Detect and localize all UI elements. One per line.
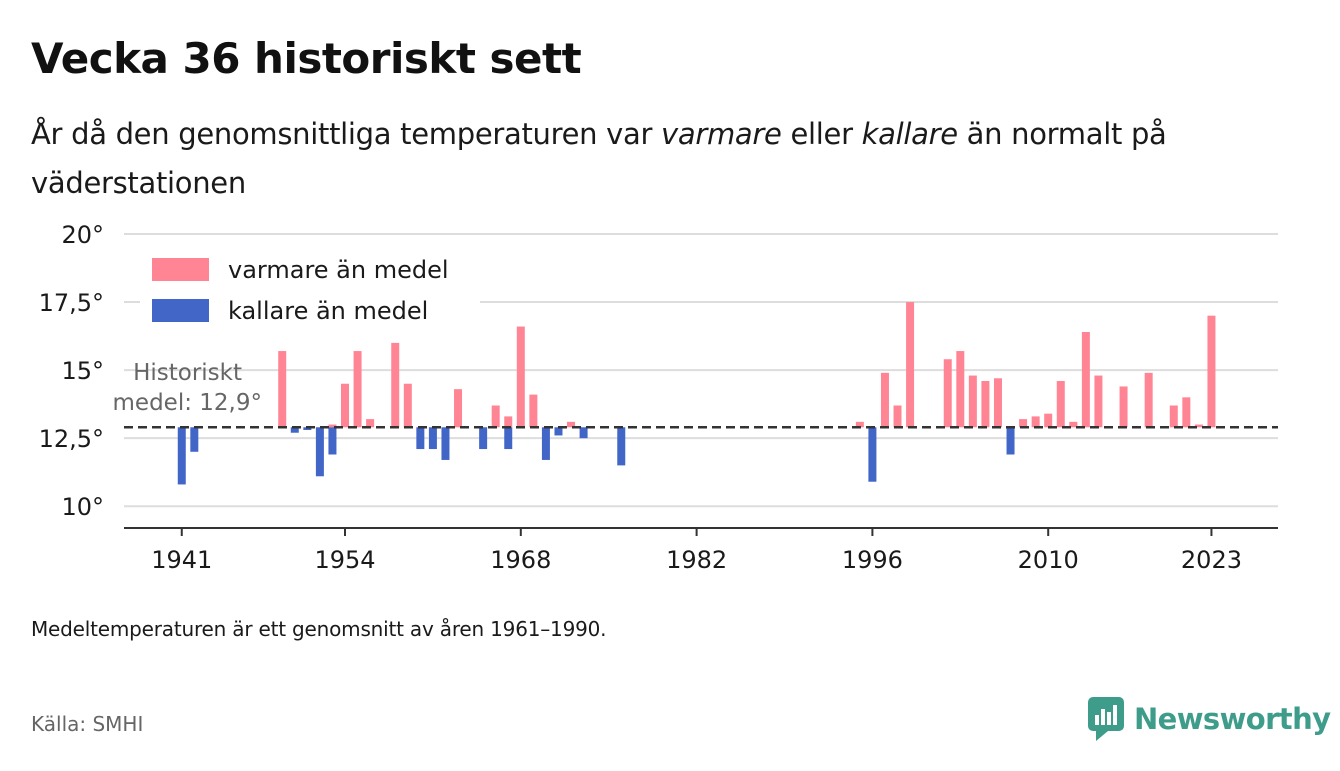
bar-warm — [353, 351, 362, 428]
y-tick-label: 20° — [61, 221, 104, 249]
bar-warm — [1044, 413, 1053, 428]
legend: varmare än medel kallare än medel — [140, 245, 480, 333]
bar-cold — [579, 427, 588, 439]
bar-cold — [554, 427, 563, 436]
bar-warm — [516, 326, 525, 428]
bar-warm — [1056, 381, 1065, 428]
bar-warm — [906, 302, 915, 428]
bar-warm — [391, 342, 400, 428]
bar-cold — [504, 427, 513, 450]
baseline-annotation-line-2: medel: 12,9° — [113, 390, 262, 416]
bar-warm — [956, 351, 965, 428]
bar-warm — [1182, 397, 1191, 428]
bar-cold — [290, 427, 299, 433]
legend-label-warm: varmare än medel — [228, 256, 449, 284]
x-tick-label: 1941 — [151, 546, 212, 574]
bar-warm — [943, 359, 952, 428]
bar-cold — [315, 427, 324, 477]
bar-warm — [278, 351, 287, 428]
bar-warm — [1069, 421, 1078, 428]
brand-name: Newsworthy — [1134, 702, 1331, 736]
bar-cold — [868, 427, 877, 482]
source-credit: Källa: SMHI — [31, 712, 144, 736]
bar-warm — [968, 375, 977, 428]
chart-subtitle: År då den genomsnittliga temperaturen va… — [31, 110, 1301, 208]
legend-swatch-warm — [152, 258, 209, 281]
bar-warm — [1194, 424, 1203, 428]
bar-cold — [541, 427, 550, 460]
bar-cold — [328, 427, 337, 455]
bar-cold — [177, 427, 186, 485]
footnote: Medeltemperaturen är ett genomsnitt av å… — [31, 617, 607, 641]
x-tick-label: 1954 — [314, 546, 375, 574]
bar-warm — [491, 405, 500, 428]
bar-warm — [993, 378, 1002, 428]
bar-warm — [1031, 416, 1040, 428]
bar-warm — [1144, 372, 1153, 428]
bar-warm — [1169, 405, 1178, 428]
x-tick-label: 1968 — [490, 546, 551, 574]
bar-warm — [855, 421, 864, 428]
brand-logo: Newsworthy — [1088, 697, 1331, 741]
bar-warm — [1119, 386, 1128, 428]
baseline-annotation-line-1: Historiskt — [133, 360, 242, 386]
baseline-annotation: Historiskt medel: 12,9° — [113, 360, 262, 416]
bar-warm — [403, 383, 412, 428]
bar-warm — [880, 372, 889, 428]
legend-swatch-cold — [152, 299, 209, 322]
bar-cold — [303, 427, 312, 430]
bar-warm — [366, 419, 375, 428]
y-tick-label: 15° — [61, 357, 104, 385]
bar-warm — [981, 381, 990, 428]
bar-warm — [567, 421, 576, 428]
bar-warm — [454, 389, 463, 428]
bar-cold — [1006, 427, 1015, 455]
bar-warm — [1081, 332, 1090, 428]
bar-warm — [328, 424, 337, 428]
bar-warm — [1207, 315, 1216, 428]
bar-chart: 10° 12,5° 15° 17,5° 20° 1941 1954 1968 1982 1996 2… — [39, 221, 1278, 574]
x-tick-label: 2023 — [1181, 546, 1242, 574]
subtitle-warm: varmare — [661, 117, 782, 151]
bar-warm — [504, 416, 513, 428]
bar-cold — [190, 427, 199, 452]
subtitle-text-2: eller — [781, 117, 862, 151]
x-tick-label: 2010 — [1018, 546, 1079, 574]
axes: 10° 12,5° 15° 17,5° 20° 1941 1954 1968 1982 1996 2… — [39, 221, 1278, 574]
bar-warm — [893, 405, 902, 428]
newsworthy-logo-icon — [1088, 697, 1124, 741]
subtitle-cold: kallare — [861, 117, 958, 151]
bar-cold — [416, 427, 425, 450]
x-tick-label: 1996 — [842, 546, 903, 574]
legend-label-cold: kallare än medel — [228, 297, 428, 325]
chart-title: Vecka 36 historiskt sett — [31, 34, 582, 83]
bar-warm — [529, 394, 538, 428]
y-tick-label: 10° — [61, 493, 104, 521]
bar-cold — [479, 427, 488, 450]
bar-warm — [1019, 419, 1028, 428]
bar-warm — [1094, 375, 1103, 428]
y-tick-label: 12,5° — [39, 425, 104, 453]
subtitle-text-1: År då den genomsnittliga temperaturen va… — [31, 117, 662, 151]
bar-cold — [428, 427, 437, 450]
bar-warm — [341, 383, 350, 428]
y-tick-label: 17,5° — [39, 289, 104, 317]
bar-cold — [441, 427, 450, 460]
bar-cold — [617, 427, 626, 466]
subtitle-text-3: än normalt på väderstationen — [31, 117, 1167, 200]
x-tick-label: 1982 — [666, 546, 727, 574]
bars — [177, 302, 1216, 485]
